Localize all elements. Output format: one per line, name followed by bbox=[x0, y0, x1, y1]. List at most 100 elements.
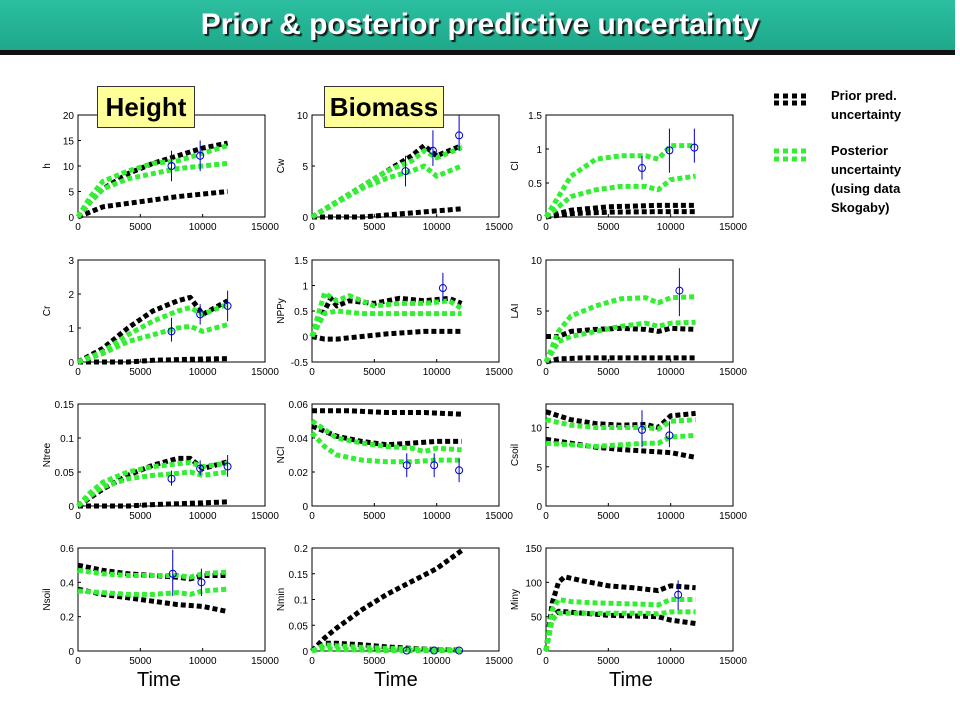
posterior-upper-line bbox=[309, 290, 463, 338]
plot-frame bbox=[311, 547, 500, 652]
x-tick-label: 5000 bbox=[363, 367, 386, 378]
observation-point bbox=[690, 143, 699, 152]
prior-upper-line bbox=[312, 408, 462, 417]
y-tick-label: 0.5 bbox=[528, 179, 542, 190]
legend-posterior-line: Posterior bbox=[831, 143, 889, 158]
legend-posterior-line: (using data bbox=[831, 181, 901, 196]
x-tick-label: 10000 bbox=[423, 511, 451, 522]
posterior-lower-line bbox=[77, 586, 228, 597]
x-tick-label: 10000 bbox=[657, 222, 685, 233]
posterior-lower-line bbox=[309, 308, 462, 338]
y-tick-label: 5 bbox=[302, 162, 308, 173]
y-axis-label: Cr bbox=[42, 305, 53, 316]
x-axis-label: Time bbox=[609, 669, 653, 691]
x-tick-label: 10000 bbox=[189, 656, 217, 667]
x-tick-label: 5000 bbox=[597, 222, 620, 233]
y-tick-label: 0.04 bbox=[289, 434, 309, 445]
observation-point bbox=[665, 431, 674, 440]
x-tick-label: 5000 bbox=[597, 367, 620, 378]
x-tick-label: 15000 bbox=[719, 656, 747, 667]
y-tick-label: 0.05 bbox=[55, 468, 75, 479]
y-tick-label: 1.5 bbox=[528, 111, 542, 122]
prior-lower-line bbox=[78, 499, 228, 509]
observation-point bbox=[675, 286, 684, 295]
x-tick-label: 0 bbox=[309, 222, 315, 233]
prior-upper-line bbox=[309, 295, 463, 338]
prior-lower-line bbox=[545, 355, 696, 365]
x-tick-label: 0 bbox=[75, 511, 81, 522]
y-tick-label: 0.1 bbox=[60, 434, 74, 445]
y-tick-label: 10 bbox=[531, 256, 543, 267]
x-tick-label: 0 bbox=[543, 656, 549, 667]
x-tick-label: 15000 bbox=[251, 656, 279, 667]
posterior-lower-line bbox=[544, 173, 696, 219]
plot-frame bbox=[77, 403, 266, 507]
observation-point bbox=[401, 167, 410, 176]
y-tick-label: 10 bbox=[297, 111, 309, 122]
y-tick-label: 0 bbox=[68, 647, 74, 658]
subplot-nsoil: 0 5000 10000 15000 0 0.2 0.4 0.6 Nsoil bbox=[42, 544, 279, 667]
plot-frame bbox=[545, 259, 734, 363]
y-tick-label: 1 bbox=[302, 282, 308, 293]
x-tick-label: 15000 bbox=[719, 222, 747, 233]
posterior-lower-line bbox=[543, 319, 696, 364]
x-tick-label: 0 bbox=[543, 511, 549, 522]
observation-point bbox=[428, 146, 437, 155]
y-tick-label: 5 bbox=[68, 188, 74, 199]
y-tick-label: 0.6 bbox=[60, 544, 74, 555]
x-tick-label: 15000 bbox=[719, 511, 747, 522]
y-tick-label: 0 bbox=[302, 502, 308, 513]
y-tick-label: 0 bbox=[68, 213, 74, 224]
subplot-ncl: 0 5000 10000 15000 0 0.02 0.04 0.06 NCl bbox=[276, 400, 513, 522]
x-tick-label: 5000 bbox=[129, 511, 152, 522]
plot-frame bbox=[311, 403, 500, 507]
subplot-nmin: 0 5000 10000 15000 0 0.05 0.1 0.15 0.2 Nmin bbox=[276, 544, 513, 667]
legend-prior-line: uncertainty bbox=[831, 107, 902, 122]
x-tick-label: 0 bbox=[75, 222, 81, 233]
y-tick-label: 2 bbox=[68, 290, 74, 301]
x-tick-label: 15000 bbox=[485, 511, 513, 522]
observation-point bbox=[196, 151, 205, 160]
plot-frame bbox=[545, 547, 734, 652]
x-tick-label: 0 bbox=[309, 367, 315, 378]
x-tick-label: 10000 bbox=[189, 367, 217, 378]
observation-point bbox=[637, 164, 646, 173]
x-tick-label: 10000 bbox=[657, 656, 685, 667]
y-tick-label: 0 bbox=[68, 502, 74, 513]
y-tick-label: 0.2 bbox=[60, 613, 74, 624]
y-tick-label: 1.5 bbox=[294, 256, 308, 267]
prior-upper-line bbox=[543, 574, 696, 652]
observation-point bbox=[438, 284, 447, 293]
posterior-lower-line bbox=[543, 609, 696, 652]
x-tick-label: 0 bbox=[75, 656, 81, 667]
prior-upper-line bbox=[310, 548, 464, 653]
y-tick-label: 0.2 bbox=[294, 544, 308, 555]
observation-point bbox=[455, 131, 464, 140]
y-tick-label: 150 bbox=[525, 544, 542, 555]
y-axis-label: Csoil bbox=[510, 444, 521, 466]
subplot-h: 0 5000 10000 15000 0 5 10 15 20 h bbox=[42, 111, 279, 233]
legend-posterior-line: uncertainty bbox=[831, 162, 902, 177]
x-tick-label: 5000 bbox=[597, 656, 620, 667]
plot-frame bbox=[545, 403, 734, 507]
prior-lower-line bbox=[545, 209, 696, 220]
observation-point bbox=[402, 646, 411, 655]
y-tick-label: 5 bbox=[536, 463, 542, 474]
y-tick-label: 10 bbox=[531, 424, 543, 435]
observation-point bbox=[674, 590, 683, 599]
x-tick-label: 10000 bbox=[657, 367, 685, 378]
y-axis-label: Nsoil bbox=[42, 588, 53, 610]
prior-lower-line bbox=[312, 206, 462, 220]
posterior-upper-line bbox=[76, 460, 228, 508]
observation-point bbox=[665, 146, 674, 155]
y-tick-label: 0 bbox=[536, 647, 542, 658]
posterior-lower-line bbox=[77, 322, 229, 365]
x-tick-label: 5000 bbox=[363, 222, 386, 233]
subplot-ntree: 0 5000 10000 15000 0 0.05 0.1 0.15 Ntree bbox=[42, 400, 279, 522]
observation-point bbox=[167, 474, 176, 483]
x-tick-label: 15000 bbox=[251, 511, 279, 522]
x-tick-label: 5000 bbox=[363, 511, 386, 522]
y-tick-label: 0.06 bbox=[289, 400, 309, 411]
y-axis-label: Cl bbox=[510, 161, 521, 170]
observation-point bbox=[402, 461, 411, 470]
